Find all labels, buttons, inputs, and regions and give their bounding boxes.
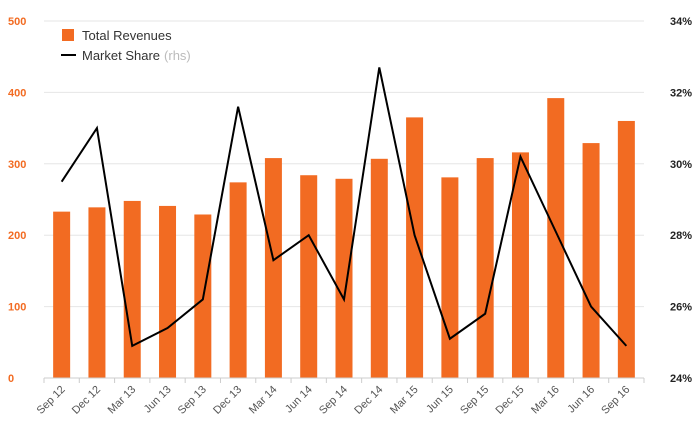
x-axis-tick-label: Sep 14 <box>317 384 350 417</box>
left-axis-tick-label: 400 <box>8 87 26 99</box>
legend-label-market-share-name: Market Share <box>82 48 160 63</box>
x-axis-tick-label: Mar 15 <box>388 384 421 417</box>
bar-total-revenues-2 <box>88 207 106 378</box>
x-axis-tick-label: Dec 13 <box>211 384 244 417</box>
right-axis-tick-label: 24% <box>670 373 692 385</box>
legend: Total Revenues Market Share (rhs) <box>61 28 191 63</box>
right-axis-tick-label: 28% <box>670 230 692 242</box>
legend-label-market-share: Market Share (rhs) <box>82 48 191 63</box>
left-axis-tick-label: 100 <box>8 302 26 314</box>
bar-total-revenues-13 <box>476 158 494 378</box>
x-axis-tick-label: Sep 16 <box>599 384 632 417</box>
left-axis-tick-label: 500 <box>8 16 26 28</box>
x-axis-tick-label: Mar 14 <box>247 384 280 417</box>
x-axis-tick-label: Dec 12 <box>70 384 103 417</box>
x-axis-tick-label: Jun 16 <box>565 384 597 416</box>
bar-total-revenues-12 <box>441 177 459 378</box>
bar-total-revenues-16 <box>582 143 600 378</box>
legend-label-total-revenues: Total Revenues <box>82 28 172 43</box>
bar-total-revenues-4 <box>159 205 177 378</box>
x-axis-tick-label: Jun 13 <box>142 384 174 416</box>
bar-total-revenues-9 <box>335 178 353 378</box>
market-share-line-group <box>60 67 628 348</box>
bar-total-revenues-3 <box>123 200 141 378</box>
bar-total-revenues-6 <box>229 182 247 378</box>
x-axis-tick-label: Sep 13 <box>176 384 209 417</box>
bar-total-revenues-14 <box>511 152 529 378</box>
x-axis-tick-label: Jun 15 <box>424 384 456 416</box>
left-axis-tick-label: 0 <box>8 373 14 385</box>
revenue-bars <box>53 98 635 379</box>
bar-total-revenues-8 <box>300 175 318 378</box>
x-axis-tick-label: Sep 12 <box>35 384 68 417</box>
left-axis-tick-label: 300 <box>8 159 26 171</box>
bar-total-revenues-10 <box>370 158 388 378</box>
bar-total-revenues-7 <box>264 158 282 378</box>
right-axis-tick-label: 30% <box>670 159 692 171</box>
x-axis-tick-label: Jun 14 <box>283 384 315 416</box>
legend-swatch-total-revenues <box>62 29 74 41</box>
x-axis-tick-label: Mar 13 <box>106 384 139 417</box>
legend-label-rhs-note: (rhs) <box>164 48 191 63</box>
right-axis-tick-label: 32% <box>670 87 692 99</box>
left-y-axis-labels: 0 100 200 300 400 500 <box>8 16 26 385</box>
right-axis-tick-label: 34% <box>670 16 692 28</box>
bar-total-revenues-11 <box>406 117 424 378</box>
bar-total-revenues-1 <box>53 211 71 378</box>
bar-total-revenues-15 <box>547 98 565 378</box>
left-axis-tick-label: 200 <box>8 230 26 242</box>
x-axis-tick-label: Mar 16 <box>529 384 562 417</box>
x-axis-tick-label: Dec 14 <box>352 384 385 417</box>
bar-total-revenues-17 <box>617 120 635 379</box>
x-axis <box>43 377 645 383</box>
right-y-axis-labels: 24% 26% 28% 30% 32% 34% <box>670 16 692 385</box>
x-axis-tick-label: Sep 15 <box>458 384 491 417</box>
right-axis-tick-label: 26% <box>670 302 692 314</box>
gridlines <box>44 20 644 308</box>
x-axis-labels: Sep 12 Dec 12 Mar 13 Jun 13 Sep 13 Dec 13 Mar … <box>35 384 633 417</box>
x-axis-tick-label: Dec 15 <box>493 384 526 417</box>
